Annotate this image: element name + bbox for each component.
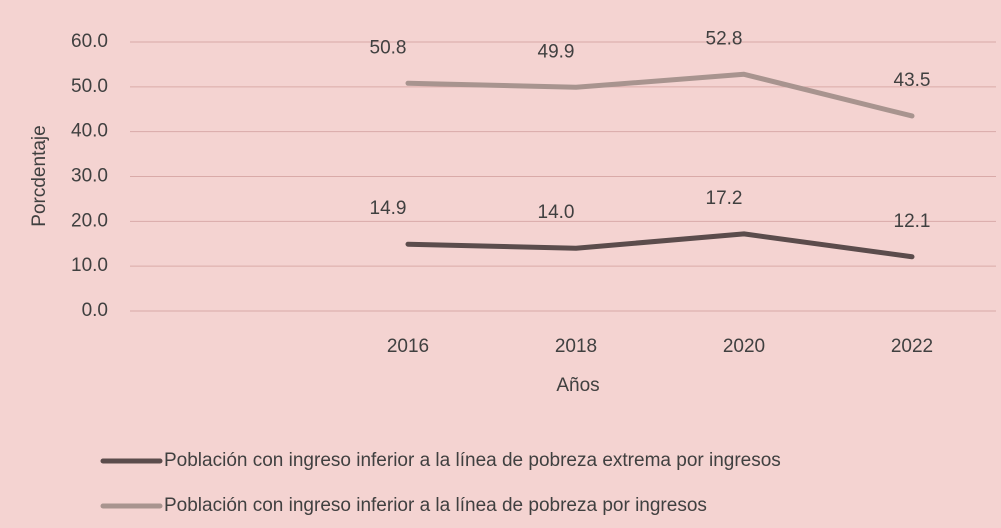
x-tick-label: 2020	[723, 336, 765, 357]
data-label: 52.8	[706, 28, 743, 49]
y-tick-label: 0.0	[82, 300, 108, 321]
y-tick-label: 20.0	[71, 210, 108, 231]
data-label: 12.1	[894, 211, 931, 232]
x-tick-label: 2016	[387, 336, 429, 357]
x-tick-label: 2018	[555, 336, 597, 357]
legend-label: Población con ingreso inferior a la líne…	[164, 450, 781, 471]
series-line	[405, 231, 915, 260]
y-tick-label: 40.0	[71, 121, 108, 142]
data-label: 43.5	[894, 70, 931, 91]
y-tick-label: 10.0	[71, 255, 108, 276]
data-label: 17.2	[706, 188, 743, 209]
series-line	[405, 71, 915, 119]
y-tick-label: 50.0	[71, 76, 108, 97]
data-label: 49.9	[538, 41, 575, 62]
y-tick-label: 30.0	[71, 166, 108, 187]
data-label: 50.8	[370, 37, 407, 58]
legend-label: Población con ingreso inferior a la líne…	[164, 495, 707, 516]
y-axis-title: Porcdentaje	[29, 125, 50, 226]
x-tick-label: 2022	[891, 336, 933, 357]
y-tick-label: 60.0	[71, 31, 108, 52]
x-axis-title: Años	[556, 375, 599, 396]
data-label: 14.0	[538, 202, 575, 223]
data-label: 14.9	[370, 198, 407, 219]
